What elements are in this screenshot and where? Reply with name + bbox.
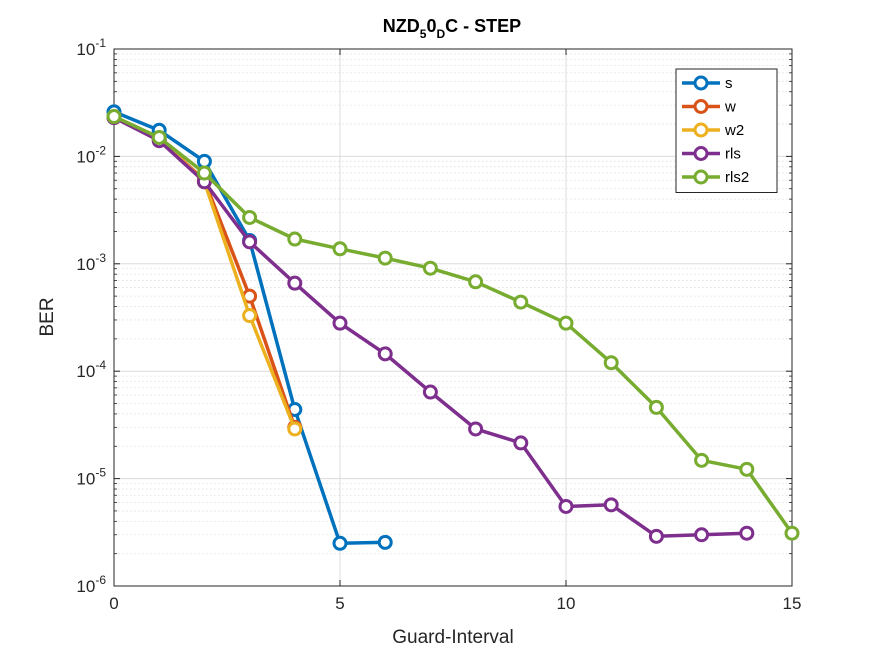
data-point <box>377 534 393 550</box>
data-point <box>468 421 484 437</box>
data-point <box>151 129 167 145</box>
data-point <box>603 355 619 371</box>
data-point <box>196 153 212 169</box>
x-tick-label: 10 <box>557 594 576 613</box>
x-axis-label: Guard-Interval <box>392 627 513 648</box>
data-point <box>332 241 348 257</box>
legend-label: rls2 <box>725 169 749 186</box>
x-tick-label: 15 <box>783 594 802 613</box>
data-point <box>468 274 484 290</box>
data-point <box>332 315 348 331</box>
series-rls2 <box>106 109 800 541</box>
y-tick-label: 10-1 <box>76 36 106 59</box>
y-tick-label: 10-3 <box>76 251 106 274</box>
data-point <box>106 109 122 125</box>
chart-title: NZD50DC - STEP <box>383 16 521 41</box>
data-point <box>694 452 710 468</box>
legend-marker <box>693 99 709 114</box>
data-point <box>377 346 393 362</box>
data-point <box>648 528 664 544</box>
axes-box <box>113 48 793 587</box>
y-axis-label: BER <box>37 297 58 336</box>
legend: sw w2 rls rls2 <box>675 68 778 193</box>
data-point <box>784 525 800 541</box>
legend-label: w2 <box>724 122 744 139</box>
data-point <box>287 421 303 437</box>
legend-label: w <box>724 99 736 116</box>
data-point <box>287 231 303 247</box>
y-tick-label: 10-4 <box>76 358 106 381</box>
data-point <box>558 315 574 331</box>
data-point <box>422 384 438 400</box>
data-point <box>513 435 529 451</box>
data-point <box>377 250 393 266</box>
legend-entry-w2: w2 <box>682 122 744 139</box>
data-point <box>332 535 348 551</box>
series-line-rls2 <box>113 114 794 535</box>
y-tick-label: 10-2 <box>76 143 106 166</box>
data-point <box>739 461 755 477</box>
data-point <box>287 275 303 291</box>
data-point <box>739 525 755 541</box>
data-point <box>196 165 212 181</box>
legend-entry-s: s <box>682 75 733 92</box>
data-point <box>513 294 529 310</box>
x-tick-label: 0 <box>109 594 118 613</box>
data-point <box>422 260 438 276</box>
data-point <box>242 234 258 250</box>
legend-marker <box>693 169 709 185</box>
data-point <box>648 399 664 415</box>
legend-entry-rls: rls <box>682 146 741 163</box>
data-point <box>603 497 619 513</box>
y-tick-label: 10-6 <box>76 573 106 596</box>
series-layer <box>106 104 800 551</box>
legend-entry-w: w <box>682 99 736 116</box>
x-tick-label: 5 <box>335 594 344 613</box>
y-tick-label: 10-5 <box>76 466 106 489</box>
legend-label: s <box>725 75 733 92</box>
data-point <box>242 209 258 225</box>
legend-label: rls <box>725 146 741 163</box>
data-point <box>694 527 710 543</box>
legend-entry-rls2: rls2 <box>682 169 749 186</box>
legend-marker <box>693 146 709 161</box>
data-point <box>558 498 574 514</box>
legend-marker <box>693 122 709 138</box>
legend-marker <box>693 75 709 91</box>
data-point <box>242 308 258 324</box>
axes: 0 5 10 15 10-6 10-5 10-4 10-3 10-2 10-1 <box>76 36 801 613</box>
